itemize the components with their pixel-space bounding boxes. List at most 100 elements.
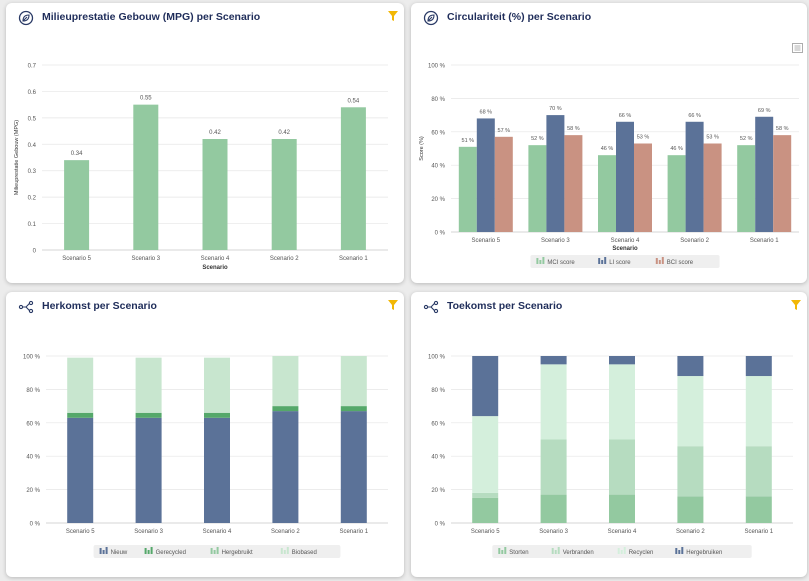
y-tick-label: 0 % (435, 231, 446, 237)
x-tick-label: Scenario 5 (471, 238, 500, 244)
legend-swatch (498, 548, 501, 554)
bar-li-score (755, 116, 774, 232)
flow-network-icon (423, 300, 439, 314)
stack-biobased (67, 357, 94, 413)
y-tick-label: 100 % (23, 355, 41, 361)
data-label: 53 % (637, 134, 650, 140)
legend-swatch (604, 257, 607, 264)
legend-swatch (554, 550, 557, 554)
origin-card-title: Herkomst per Scenario (42, 300, 157, 312)
y-axis-title: Score (%) (419, 136, 425, 161)
legend-swatch (536, 258, 539, 264)
legend-label: MCI score (547, 260, 575, 266)
legend-swatch (681, 547, 684, 554)
x-tick-label: Scenario 3 (539, 529, 568, 535)
stack-hergebruiken (472, 356, 499, 417)
x-tick-label: Scenario 2 (271, 529, 300, 535)
y-tick-label: 60 % (431, 130, 445, 136)
stack-nieuw (67, 417, 94, 523)
y-tick-label: 0 % (435, 522, 446, 528)
stack-recyclen (609, 364, 635, 440)
data-label: 51 % (462, 138, 475, 144)
y-tick-label: 0 (33, 249, 37, 255)
data-label: 53 % (706, 134, 719, 140)
y-tick-label: 0 % (30, 522, 41, 528)
legend-swatch (504, 547, 507, 554)
y-tick-label: 20 % (431, 488, 445, 494)
stack-recyclen (540, 364, 567, 440)
legend-label: LI score (609, 260, 631, 266)
bar-li-score (546, 115, 565, 232)
stack-biobased (204, 357, 230, 413)
y-tick-label: 40 % (431, 455, 445, 461)
x-tick-label: Scenario 5 (62, 256, 91, 262)
y-tick-label: 40 % (26, 455, 40, 461)
leaf-circle-icon (18, 10, 34, 26)
y-tick-label: 0.5 (28, 116, 37, 122)
legend-swatch (280, 548, 283, 554)
circularity-card: Circulariteit (%) per Scenario 0 % 20 % 40… (411, 3, 807, 283)
data-label: 0.54 (348, 98, 360, 104)
filter-icon[interactable] (791, 300, 801, 310)
legend-swatch (542, 257, 545, 264)
bar-mci-score (667, 155, 686, 232)
mpg-card: Milieuprestatie Gebouw (MPG) per Scenari… (6, 3, 404, 283)
data-label: 0.34 (71, 151, 83, 157)
stack-verbranden (472, 492, 499, 498)
y-tick-label: 80 % (26, 388, 40, 394)
y-tick-label: 0.3 (28, 169, 37, 175)
legend-label: Recyclen (629, 550, 654, 556)
y-tick-label: 60 % (431, 421, 445, 427)
filter-icon[interactable] (388, 11, 398, 21)
x-tick-label: Scenario 2 (680, 238, 709, 244)
x-axis-title: Scenario (202, 265, 228, 271)
y-tick-label: 0.4 (28, 143, 37, 149)
data-label: 46 % (601, 146, 614, 152)
legend-label: Storten (509, 550, 528, 556)
legend-swatch (150, 547, 153, 554)
filter-icon[interactable] (388, 300, 398, 310)
bar-li-score (616, 121, 634, 232)
origin-card-header: Herkomst per Scenario (6, 292, 404, 322)
y-axis-title: Milieuprestatie Gebouw (MPG) (14, 120, 20, 195)
stack-storten (609, 494, 635, 523)
bar-bci-score (773, 135, 792, 232)
y-tick-label: 80 % (431, 388, 445, 394)
data-label: 70 % (549, 106, 562, 112)
legend-swatch (551, 548, 554, 554)
x-tick-label: Scenario 5 (471, 529, 500, 535)
mpg-card-header: Milieuprestatie Gebouw (MPG) per Scenari… (6, 3, 404, 33)
data-label: 0.42 (209, 130, 221, 136)
legend-label: Hergebruiken (686, 550, 722, 556)
flow-network-icon (18, 300, 34, 314)
bar-mci-score (458, 146, 477, 232)
stack-biobased (135, 357, 162, 413)
bar-scenario-4 (202, 139, 228, 250)
data-label: 58 % (776, 126, 789, 132)
legend-swatch (144, 548, 147, 554)
stack-recyclen (472, 416, 499, 493)
future-card: Toekomst per Scenario 0 % 20 % 40 % 60 % 80 … (411, 292, 807, 577)
stack-storten (540, 494, 567, 523)
stack-hergebruiken (609, 356, 635, 365)
mpg-card-title: Milieuprestatie Gebouw (MPG) per Scenari… (42, 11, 261, 23)
y-tick-label: 0.6 (28, 90, 37, 96)
mpg-bar-chart: 0 0.1 0.2 0.3 0.4 0.5 0.6 0.7 Scenario 5 Scenario… (14, 64, 388, 271)
bar-li-score (685, 121, 704, 232)
stack-biobased (272, 356, 299, 407)
y-tick-label: 20 % (26, 488, 40, 494)
legend-swatch (655, 258, 658, 264)
legend-swatch (620, 550, 623, 554)
legend-swatch (661, 257, 664, 264)
legend-swatch (286, 547, 289, 554)
bar-scenario-1 (340, 107, 366, 251)
stack-recyclen (677, 376, 704, 447)
menu-icon[interactable] (792, 43, 803, 53)
legend-label: Verbranden (563, 550, 594, 556)
stack-verbranden (745, 446, 772, 497)
x-tick-label: Scenario 3 (131, 256, 160, 262)
y-tick-label: 0.2 (28, 196, 37, 202)
origin-stacked-chart: 0 % 20 % 40 % 60 % 80 % 100 % Scenario 5 Scenar… (23, 355, 388, 558)
legend-box (530, 255, 720, 268)
legend-swatch (623, 547, 626, 554)
